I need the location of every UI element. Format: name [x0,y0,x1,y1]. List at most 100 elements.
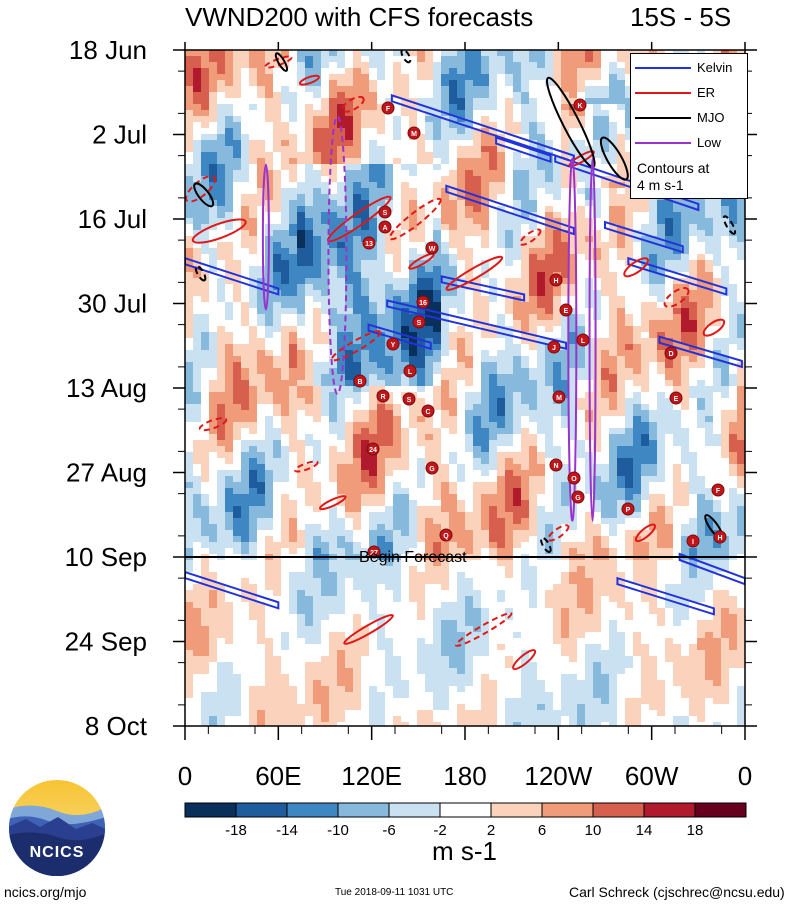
heatmap-cell [281,386,289,392]
heatmap-cell [265,584,273,590]
heatmap-cell [289,326,297,332]
heatmap-cell [457,236,465,242]
heatmap-cell [353,194,361,200]
heatmap-cell [473,446,481,452]
heatmap-cell [409,518,417,524]
heatmap-cell [449,56,457,62]
heatmap-cell [433,236,441,242]
heatmap-cell [297,278,305,284]
heatmap-cell [265,398,273,404]
heatmap-cell [713,386,721,392]
heatmap-cell [377,548,385,554]
heatmap-cell [289,368,297,374]
heatmap-cell [729,200,737,206]
heatmap-cell [241,356,249,362]
heatmap-cell [585,476,593,482]
heatmap-cell [577,368,585,374]
heatmap-cell [329,416,337,422]
heatmap-cell [313,536,321,542]
heatmap-cell [201,134,209,140]
heatmap-cell [481,176,489,182]
heatmap-cell [601,518,609,524]
heatmap-cell [449,206,457,212]
heatmap-cell [689,482,697,488]
heatmap-cell [537,428,545,434]
heatmap-cell [521,356,529,362]
heatmap-cell [649,410,657,416]
heatmap-cell [465,98,473,104]
heatmap-cell [265,164,273,170]
heatmap-cell [545,410,553,416]
heatmap-cell [713,338,721,344]
heatmap-cell [193,116,201,122]
heatmap-cell [657,422,665,428]
heatmap-cell [521,98,529,104]
heatmap-cell [193,452,201,458]
heatmap-cell [553,212,561,218]
heatmap-cell [337,608,345,614]
heatmap-cell [681,482,689,488]
heatmap-cell [225,260,233,266]
heatmap-cell [633,344,641,350]
heatmap-cell [721,224,729,230]
heatmap-cell [329,272,337,278]
heatmap-cell [441,182,449,188]
heatmap-cell [625,152,633,158]
heatmap-cell [217,626,225,632]
heatmap-cell [329,74,337,80]
heatmap-cell [425,266,433,272]
heatmap-cell [545,590,553,596]
heatmap-cell [201,344,209,350]
heatmap-cell [241,212,249,218]
heatmap-cell [361,212,369,218]
heatmap-cell [737,398,745,404]
heatmap-cell [185,566,193,572]
heatmap-cell [569,356,577,362]
heatmap-cell [185,302,193,308]
heatmap-cell [329,296,337,302]
heatmap-cell [353,110,361,116]
heatmap-cell [577,170,585,176]
heatmap-cell [681,608,689,614]
heatmap-cell [649,500,657,506]
heatmap-cell [673,260,681,266]
heatmap-cell [297,542,305,548]
heatmap-cell [569,404,577,410]
heatmap-cell [521,452,529,458]
heatmap-cell [561,236,569,242]
heatmap-cell [537,422,545,428]
heatmap-cell [545,80,553,86]
heatmap-cell [337,338,345,344]
heatmap-cell [553,596,561,602]
heatmap-cell [697,584,705,590]
heatmap-cell [329,428,337,434]
heatmap-cell [257,386,265,392]
heatmap-cell [193,602,201,608]
heatmap-cell [441,284,449,290]
heatmap-cell [217,482,225,488]
heatmap-cell [737,302,745,308]
heatmap-cell [425,536,433,542]
heatmap-cell [305,404,313,410]
heatmap-cell [505,50,513,56]
heatmap-cell [345,446,353,452]
heatmap-cell [321,290,329,296]
heatmap-cell [705,224,713,230]
heatmap-cell [465,74,473,80]
heatmap-cell [313,62,321,68]
heatmap-cell [465,596,473,602]
heatmap-cell [617,182,625,188]
heatmap-cell [377,374,385,380]
heatmap-cell [185,284,193,290]
heatmap-cell [729,500,737,506]
heatmap-cell [193,62,201,68]
heatmap-cell [593,524,601,530]
heatmap-cell [497,464,505,470]
heatmap-cell [513,284,521,290]
heatmap-cell [337,200,345,206]
heatmap-cell [705,242,713,248]
heatmap-cell [577,560,585,566]
heatmap-cell [537,260,545,266]
heatmap-cell [441,296,449,302]
heatmap-cell [433,614,441,620]
